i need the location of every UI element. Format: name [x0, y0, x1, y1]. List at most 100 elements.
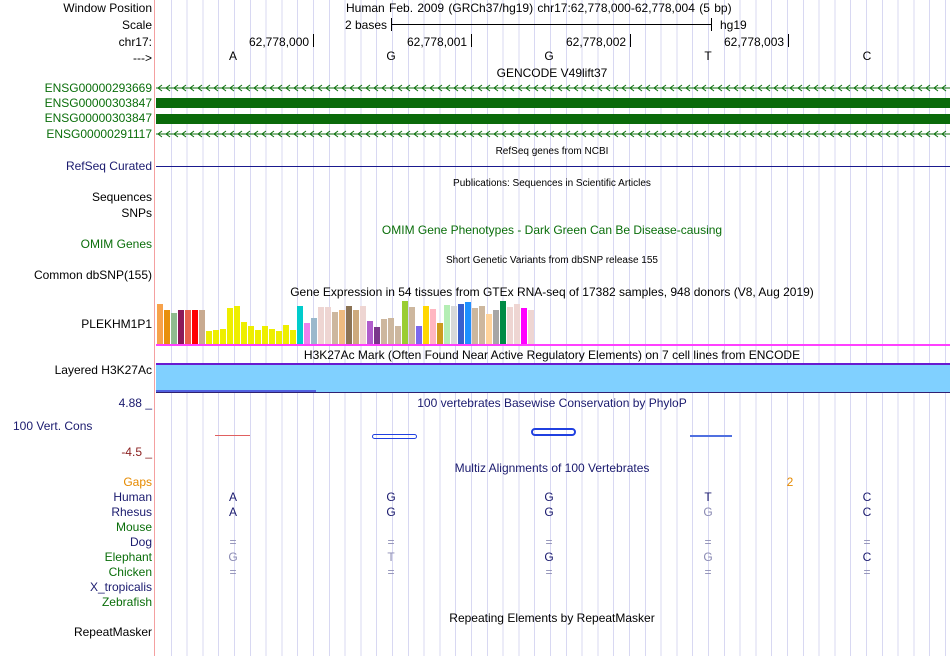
gtex-tissue-bar[interactable]: [430, 309, 436, 344]
gtex-tissue-bar[interactable]: [374, 327, 380, 344]
species-label[interactable]: Rhesus: [111, 505, 152, 519]
gencode-track-title[interactable]: GENCODE V49lift37: [496, 66, 608, 80]
gtex-tissue-bar[interactable]: [395, 325, 401, 344]
h3k27ac-signal[interactable]: [156, 365, 950, 392]
gtex-tissue-bar[interactable]: [486, 313, 492, 344]
gtex-tissue-bar[interactable]: [332, 311, 338, 344]
gtex-tissue-bar[interactable]: [178, 309, 184, 344]
repeatmasker-label[interactable]: RepeatMasker: [73, 625, 152, 639]
species-label[interactable]: X_tropicalis: [89, 580, 152, 594]
gtex-tissue-bar[interactable]: [465, 302, 471, 344]
gene-intron-ENSG00000293669[interactable]: [156, 83, 950, 93]
gtex-tissue-bar[interactable]: [353, 310, 359, 344]
gtex-tissue-bar[interactable]: [283, 324, 289, 344]
h3k27ac-label[interactable]: Layered H3K27Ac: [54, 363, 152, 377]
gtex-tissue-bar[interactable]: [199, 309, 205, 344]
gtex-tissue-bar[interactable]: [528, 309, 534, 344]
gtex-tissue-bar[interactable]: [255, 329, 261, 344]
gtex-tissue-bar[interactable]: [206, 330, 212, 344]
gtex-tissue-bar[interactable]: [423, 305, 429, 344]
gtex-tissue-bar[interactable]: [339, 310, 345, 344]
gtex-tissue-bar[interactable]: [192, 309, 198, 344]
dbsnp-label[interactable]: Common dbSNP(155): [33, 268, 152, 282]
snps-label[interactable]: SNPs: [121, 206, 152, 220]
dbsnp-track-title[interactable]: Short Genetic Variants from dbSNP releas…: [446, 255, 658, 266]
omim-label[interactable]: OMIM Genes: [80, 237, 152, 251]
species-label[interactable]: Elephant: [104, 550, 152, 564]
gtex-tissue-bar[interactable]: [388, 317, 394, 344]
gtex-tissue-bar[interactable]: [458, 304, 464, 344]
gtex-tissue-bar[interactable]: [409, 307, 415, 344]
species-label[interactable]: Chicken: [108, 565, 152, 579]
gtex-tissue-bar[interactable]: [213, 329, 219, 344]
gtex-tissue-bar[interactable]: [318, 307, 324, 344]
h3k27ac-top-line: [156, 363, 950, 365]
gtex-tissue-bar[interactable]: [521, 307, 527, 344]
gtex-tissue-bar[interactable]: [220, 328, 226, 344]
phylop-mark: [372, 434, 417, 439]
gtex-tissue-bar[interactable]: [276, 331, 282, 344]
gene-intron-ENSG00000291117[interactable]: [156, 129, 950, 139]
gtex-tissue-bar[interactable]: [514, 304, 520, 344]
gtex-tissue-bar[interactable]: [290, 329, 296, 344]
aligned-base: T: [387, 550, 395, 564]
gtex-tissue-bar[interactable]: [346, 305, 352, 344]
gene-label[interactable]: ENSG00000303847: [44, 111, 152, 125]
species-label[interactable]: Dog: [129, 535, 152, 549]
gtex-tissue-bar[interactable]: [367, 321, 373, 344]
window-title: Human Feb. 2009 (GRCh37/hg19) chr17:62,7…: [346, 1, 732, 15]
gtex-tissue-bar[interactable]: [325, 307, 331, 344]
gtex-gene-label[interactable]: PLEKHM1P1: [81, 317, 152, 331]
refseq-line[interactable]: [156, 166, 950, 167]
gtex-tissue-bar[interactable]: [500, 301, 506, 344]
gtex-tissue-bar[interactable]: [262, 325, 268, 344]
gtex-tissue-bar[interactable]: [444, 304, 450, 344]
gtex-tissue-bar[interactable]: [493, 310, 499, 344]
gaps-label[interactable]: Gaps: [123, 475, 152, 489]
gtex-tissue-bar[interactable]: [311, 317, 317, 344]
multiz-track-title[interactable]: Multiz Alignments of 100 Vertebrates: [454, 461, 650, 475]
gene-label[interactable]: ENSG00000293669: [44, 81, 152, 95]
window-position-label: Window Position: [63, 1, 152, 15]
gtex-tissue-bar[interactable]: [269, 328, 275, 344]
gtex-tissue-bar[interactable]: [381, 319, 387, 344]
species-label[interactable]: Zebrafish: [101, 595, 152, 609]
refseq-track-title[interactable]: RefSeq genes from NCBI: [495, 146, 609, 157]
gtex-tissue-bar[interactable]: [479, 305, 485, 344]
refseq-label[interactable]: RefSeq Curated: [65, 159, 152, 173]
repeats-track-title[interactable]: Repeating Elements by RepeatMasker: [449, 611, 655, 625]
gtex-tissue-bar[interactable]: [241, 321, 247, 344]
gtex-tissue-bar[interactable]: [451, 305, 457, 344]
gtex-tissue-bar[interactable]: [472, 307, 478, 344]
pubs-track-title[interactable]: Publications: Sequences in Scientific Ar…: [453, 178, 651, 189]
species-label[interactable]: Human: [113, 490, 152, 504]
omim-track-title[interactable]: OMIM Gene Phenotypes - Dark Green Can Be…: [381, 223, 723, 237]
gtex-tissue-bar[interactable]: [248, 326, 254, 344]
species-label[interactable]: Mouse: [115, 520, 152, 534]
gtex-tissue-bar[interactable]: [227, 308, 233, 344]
aligned-base: =: [387, 565, 395, 579]
cons-label[interactable]: 100 Vert. Cons: [13, 419, 93, 433]
gtex-tissue-bar[interactable]: [360, 305, 366, 344]
sequences-label[interactable]: Sequences: [91, 190, 152, 204]
gtex-chart[interactable]: [157, 301, 537, 344]
gtex-tissue-bar[interactable]: [297, 305, 303, 344]
gene-exon-ENSG00000303847[interactable]: [156, 114, 950, 124]
gtex-tissue-bar[interactable]: [234, 305, 240, 344]
gtex-tissue-bar[interactable]: [164, 310, 170, 344]
gtex-tissue-bar[interactable]: [437, 323, 443, 344]
gtex-tissue-bar[interactable]: [185, 309, 191, 344]
h3k27ac-track-title[interactable]: H3K27Ac Mark (Often Found Near Active Re…: [303, 348, 801, 362]
phylop-track-title[interactable]: 100 vertebrates Basewise Conservation by…: [417, 396, 687, 410]
gtex-tissue-bar[interactable]: [157, 304, 163, 344]
gtex-tissue-bar[interactable]: [171, 312, 177, 344]
gene-exon-ENSG00000303847[interactable]: [156, 98, 950, 108]
gtex-tissue-bar[interactable]: [507, 307, 513, 344]
gene-label[interactable]: ENSG00000291117: [46, 127, 152, 141]
gene-label[interactable]: ENSG00000303847: [44, 96, 152, 110]
gtex-tissue-bar[interactable]: [402, 301, 408, 344]
gtex-tissue-bar[interactable]: [416, 325, 422, 344]
gtex-tissue-bar[interactable]: [304, 323, 310, 344]
gtex-track-title[interactable]: Gene Expression in 54 tissues from GTEx …: [290, 285, 814, 299]
